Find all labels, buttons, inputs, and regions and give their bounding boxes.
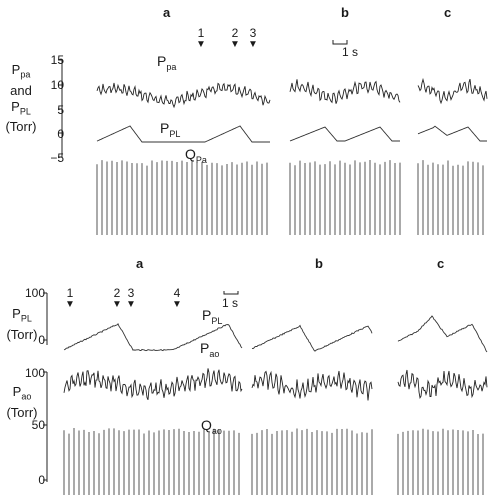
top-y-axis-label: Ppa and PPL (Torr): [5, 62, 37, 135]
bottom-ytick-ppl-100: 100: [24, 286, 45, 300]
top-ppa-trace-c: [417, 77, 488, 105]
bottom-panel-b-label: b: [315, 256, 323, 271]
bottom-ytick-ppl-0: 0: [38, 333, 45, 347]
top-scale-bar-label: 1 s: [342, 45, 359, 59]
bottom-ytick-pao-50: 50: [31, 418, 45, 432]
top-ppl-trace-b: [289, 126, 400, 142]
top-trace-label-qpa: QPa: [185, 146, 207, 165]
top-ytick-5: 5: [57, 103, 64, 117]
top-panel-b-label: b: [341, 5, 349, 20]
bottom-pao-trace-b: [251, 370, 373, 401]
bottom-ppl-trace-b: [251, 324, 373, 352]
bottom-scale-bar-label: 1 s: [222, 296, 239, 310]
bottom-marker-2: 2 ▼: [112, 286, 122, 310]
bottom-pao-trace-a: [63, 368, 243, 400]
bottom-ytick-pao-100: 100: [24, 366, 45, 380]
top-panel-a-label: a: [163, 5, 171, 20]
bottom-trace-label-ppl: PPL: [202, 307, 223, 326]
top-panel-c-label: c: [444, 5, 452, 20]
bottom-ppl-y-label: PPL (Torr): [6, 306, 38, 342]
bottom-pao-trace-c: [397, 369, 488, 400]
bottom-panel-a-label: a: [136, 256, 144, 271]
top-ytick-10: 10: [50, 78, 64, 92]
top-ytick-0: 0: [57, 127, 64, 141]
bottom-ytick-pao-0: 0: [38, 473, 45, 487]
bottom-pao-y-label: Pao (Torr): [6, 384, 38, 420]
bottom-marker-3: 3 ▼: [126, 286, 136, 310]
bottom-marker-4: 4 ▼: [172, 286, 182, 310]
top-marker-2: 2 ▼: [230, 26, 240, 50]
top-ytick-15: 15: [50, 53, 64, 67]
top-marker-3: 3 ▼: [248, 26, 258, 50]
top-ppa-trace-b: [289, 79, 401, 104]
top-scale-bar: [332, 40, 348, 45]
top-trace-label-ppl: PPL: [160, 120, 181, 139]
bottom-trace-label-qao: Qao: [201, 417, 222, 436]
bottom-marker-1: 1 ▼: [65, 286, 75, 310]
top-trace-label-ppa: Ppa: [157, 53, 177, 72]
top-ppl-trace-c: [417, 125, 487, 142]
top-ppl-trace-a: [96, 125, 270, 143]
top-marker-1: 1 ▼: [196, 26, 206, 50]
bottom-panel-c-label: c: [437, 256, 445, 271]
bottom-ppl-trace-c: [397, 315, 488, 353]
top-ytick-neg5: −5: [50, 151, 64, 165]
bottom-trace-label-pao: Pao: [200, 340, 220, 359]
top-ppa-trace-a: [96, 82, 271, 109]
bottom-scale-bar: [223, 291, 239, 295]
bottom-ppl-trace-a: [63, 322, 243, 352]
